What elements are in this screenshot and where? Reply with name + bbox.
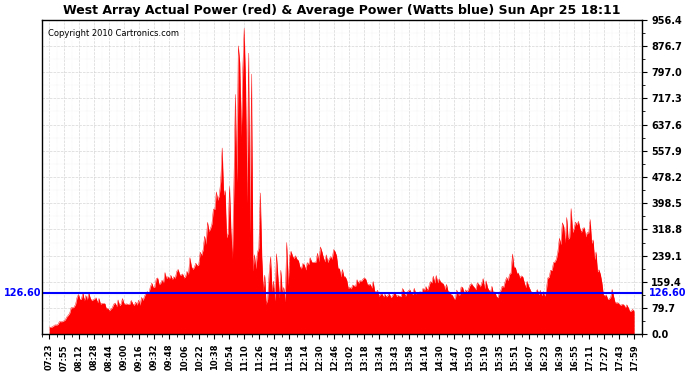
Text: Copyright 2010 Cartronics.com: Copyright 2010 Cartronics.com bbox=[48, 29, 179, 38]
Text: 126.60: 126.60 bbox=[649, 288, 687, 298]
Text: 126.60: 126.60 bbox=[4, 288, 41, 298]
Title: West Array Actual Power (red) & Average Power (Watts blue) Sun Apr 25 18:11: West Array Actual Power (red) & Average … bbox=[63, 4, 620, 17]
